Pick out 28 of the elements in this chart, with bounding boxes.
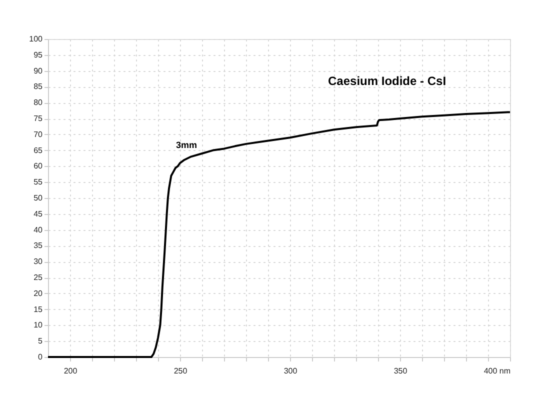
y-tick-label: 75: [34, 114, 44, 123]
y-tick-label: 30: [34, 257, 44, 266]
y-tick-label: 100: [29, 34, 44, 44]
y-tick-label: 5: [38, 336, 44, 346]
annotation: 3mm: [176, 140, 198, 150]
y-tick-label: 95: [34, 50, 44, 60]
x-tick-label: 300: [284, 366, 298, 376]
x-tick-label: 400 nm: [484, 366, 511, 376]
y-tick-label: 45: [34, 209, 44, 218]
annotation: Caesium Iodide - CsI: [328, 74, 446, 88]
y-tick-label: 60: [34, 162, 44, 171]
y-tick-label: 70: [34, 130, 44, 139]
y-tick-label: 65: [34, 146, 44, 155]
x-tick-label: 250: [174, 366, 188, 376]
y-tick-label: 25: [34, 273, 44, 282]
x-tick-label: 200: [64, 366, 78, 376]
y-tick-label: 10: [34, 320, 44, 330]
y-tick-label: 0: [38, 352, 44, 362]
y-tick-label: 15: [34, 304, 44, 314]
y-tick-label: 40: [34, 225, 44, 234]
y-tick-label: 80: [34, 98, 44, 108]
y-tick-label: 50: [34, 194, 44, 202]
y-tick-label: 55: [34, 178, 44, 187]
y-tick-label: 90: [34, 66, 44, 76]
x-tick-label: 350: [394, 366, 408, 376]
y-tick-label: 85: [34, 82, 44, 92]
y-tick-label: 20: [34, 288, 44, 298]
y-tick-label: 35: [34, 241, 44, 250]
